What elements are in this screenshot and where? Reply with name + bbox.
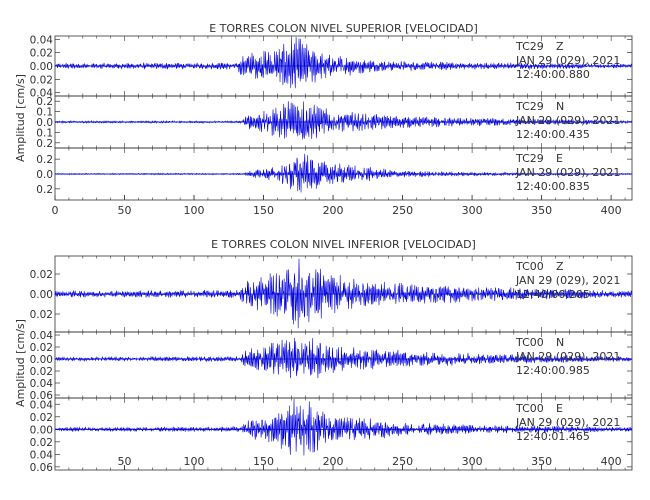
trace-time: 12:40:00.835 [516, 180, 590, 193]
x-tick-label: 150 [253, 204, 274, 217]
y-tick-label: 0.02 [30, 437, 53, 449]
y-tick-label: 0.1 [36, 127, 53, 139]
chart-title: E TORRES COLON NIVEL INFERIOR [VELOCIDAD… [211, 238, 476, 251]
x-tick-label: 100 [184, 455, 205, 468]
x-tick-label: 0 [52, 204, 59, 217]
y-tick-label: 0.2 [36, 154, 53, 166]
trace-time: 12:40:00.435 [516, 128, 590, 141]
y-tick-label: 0.00 [30, 289, 53, 301]
x-tick-label: 50 [118, 204, 132, 217]
chart-title: E TORRES COLON NIVEL SUPERIOR [VELOCIDAD… [209, 22, 478, 35]
y-tick-label: 0.04 [30, 378, 54, 390]
trace-date: JAN 29 (029), 2021 [515, 350, 620, 363]
component-label: E [556, 152, 563, 165]
component-label: N [556, 100, 564, 113]
waveform-line [54, 337, 633, 379]
x-tick-label: 400 [601, 455, 622, 468]
y-tick-label: 0.02 [30, 48, 53, 60]
x-tick-label: 350 [531, 204, 552, 217]
station-code: TC29 [515, 100, 544, 113]
x-tick-label: 300 [462, 204, 483, 217]
trace-time: 12:40:00.880 [516, 68, 590, 81]
y-tick-label: 0.0 [36, 117, 53, 129]
x-tick-label: 400 [601, 204, 622, 217]
x-tick-label: 200 [323, 455, 344, 468]
y-tick-label: 0.04 [30, 34, 54, 46]
component-label: Z [556, 40, 564, 53]
chart-panel-2: E TORRES COLON NIVEL INFERIOR [VELOCIDAD… [14, 238, 633, 474]
y-tick-label: 0.02 [30, 412, 53, 424]
trace-date: JAN 29 (029), 2021 [515, 54, 620, 67]
y-tick-label: 0.00 [30, 354, 53, 366]
y-tick-label: 0.02 [30, 366, 53, 378]
y-tick-label: 0.06 [30, 462, 54, 474]
x-tick-label: 150 [253, 455, 274, 468]
y-tick-label: 0.00 [30, 424, 53, 436]
y-tick-label: 0.04 [30, 399, 54, 411]
trace-date: JAN 29 (029), 2021 [515, 166, 620, 179]
y-axis-label: Amplitud [cm/s] [14, 319, 27, 407]
x-tick-label: 250 [392, 455, 413, 468]
trace-time: 12:40:00.205 [516, 288, 590, 301]
station-code: TC29 [515, 40, 544, 53]
trace-frame [54, 397, 633, 471]
x-tick-label: 300 [462, 455, 483, 468]
y-tick-label: 0.04 [30, 330, 54, 342]
y-tick-label: 0.2 [36, 138, 53, 150]
x-tick-label: 100 [184, 204, 205, 217]
y-tick-label: 0.2 [36, 96, 53, 108]
waveform-line [54, 258, 633, 329]
y-tick-label: 0.02 [30, 269, 53, 281]
y-axis-label: Amplitud [cm/s] [14, 74, 27, 162]
y-tick-label: 0.02 [30, 309, 53, 321]
x-tick-label: 200 [323, 204, 344, 217]
station-code: TC00 [515, 402, 544, 415]
x-tick-label: 50 [118, 455, 132, 468]
y-tick-label: 0.02 [30, 342, 53, 354]
trace-time: 12:40:00.985 [516, 364, 590, 377]
component-label: Z [556, 260, 564, 273]
station-code: TC29 [515, 152, 544, 165]
x-tick-label: 350 [531, 455, 552, 468]
station-code: TC00 [515, 336, 544, 349]
y-tick-label: 0.06 [30, 390, 54, 402]
station-code: TC00 [515, 260, 544, 273]
y-tick-label: 0.02 [30, 74, 53, 86]
trace-time: 12:40:01.465 [516, 430, 590, 443]
chart-panel-1: E TORRES COLON NIVEL SUPERIOR [VELOCIDAD… [14, 22, 633, 217]
trace-date: JAN 29 (029), 2021 [515, 416, 620, 429]
y-tick-label: 0.00 [30, 61, 53, 73]
y-tick-label: 0.04 [30, 88, 54, 100]
x-tick-label: 250 [392, 204, 413, 217]
trace-date: JAN 29 (029), 2021 [515, 114, 620, 127]
y-tick-label: 0.2 [36, 184, 53, 196]
y-tick-label: 0.04 [30, 449, 54, 461]
component-label: N [556, 336, 564, 349]
trace-date: JAN 29 (029), 2021 [515, 274, 620, 287]
y-tick-label: 0.0 [36, 169, 53, 181]
component-label: E [556, 402, 563, 415]
y-tick-label: 0.1 [36, 107, 53, 119]
